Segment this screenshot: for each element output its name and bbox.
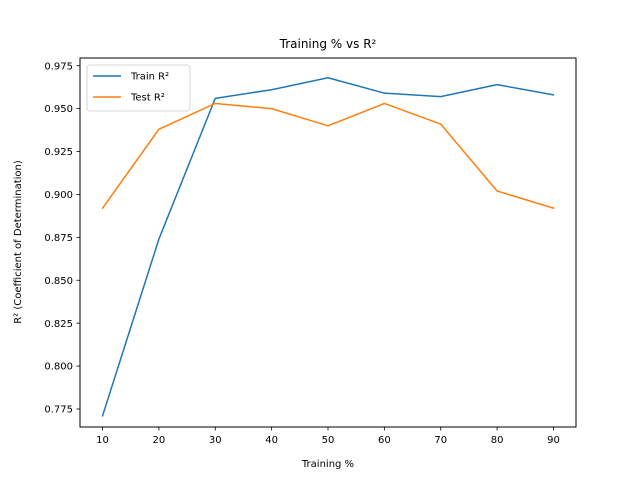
- series-line-test: [101, 102, 555, 210]
- x-tick-label: 80: [491, 435, 504, 446]
- x-tick-label: 20: [153, 435, 166, 446]
- y-tick-label: 0.800: [44, 362, 73, 373]
- y-ticks: 0.775 0.800 0.825 0.850 0.875 0.900 0.925 0.950…: [44, 61, 80, 416]
- x-tick-label: 60: [378, 435, 391, 446]
- y-tick-label: 0.900: [44, 190, 73, 201]
- legend-label: Train R²: [130, 72, 169, 83]
- x-tick-label: 40: [265, 435, 278, 446]
- y-tick-label: 0.850: [44, 276, 73, 287]
- x-tick-label: 90: [547, 435, 560, 446]
- x-tick-label: 50: [322, 435, 335, 446]
- y-tick-label: 0.775: [44, 405, 73, 416]
- y-tick-label: 0.950: [44, 104, 73, 115]
- y-axis-label: R² (Coefficient of Determination): [13, 160, 24, 324]
- series-layer: [101, 76, 555, 417]
- legend-label: Test R²: [130, 93, 165, 104]
- x-tick-label: 70: [434, 435, 447, 446]
- legend: Train R² Test R²: [86, 64, 191, 112]
- y-tick-label: 0.925: [44, 147, 73, 158]
- y-tick-label: 0.825: [44, 319, 73, 330]
- y-tick-label: 0.975: [44, 61, 73, 72]
- y-tick-label: 0.875: [44, 233, 73, 244]
- x-ticks: 10 20 30 40 50 60 70 80 90: [96, 427, 560, 446]
- x-axis-label: Training %: [301, 459, 354, 470]
- x-tick-label: 10: [96, 435, 109, 446]
- series-line-train: [101, 76, 555, 417]
- x-tick-label: 30: [209, 435, 222, 446]
- chart-title: Training % vs R²: [279, 37, 377, 51]
